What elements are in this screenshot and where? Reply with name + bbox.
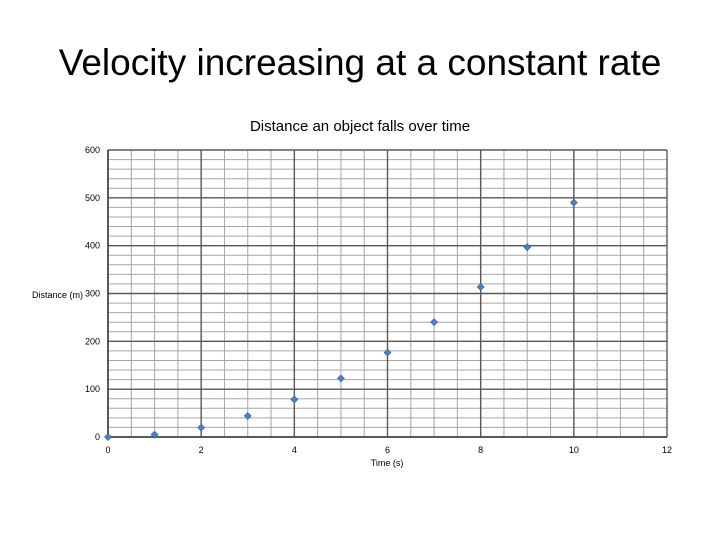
data-points xyxy=(104,198,578,441)
y-tick-label: 400 xyxy=(85,241,100,251)
data-point-marker xyxy=(104,433,112,441)
x-tick-label: 4 xyxy=(292,445,297,455)
x-tick-label: 2 xyxy=(199,445,204,455)
x-tick-labels: 0 2 4 6 8 10 12 xyxy=(105,445,672,455)
slide-title: Velocity increasing at a constant rate xyxy=(58,42,662,83)
y-tick-label: 500 xyxy=(85,193,100,203)
data-point-marker xyxy=(383,348,392,357)
y-tick-label: 200 xyxy=(85,336,100,346)
y-tick-label: 100 xyxy=(85,384,100,394)
x-tick-label: 0 xyxy=(105,445,110,455)
data-point-marker xyxy=(336,374,345,383)
x-tick-label: 6 xyxy=(385,445,390,455)
chart-title: Distance an object falls over time xyxy=(249,118,471,135)
x-tick-label: 8 xyxy=(478,445,483,455)
data-point-marker xyxy=(290,395,299,404)
data-point-marker xyxy=(243,411,252,420)
data-point-marker xyxy=(430,318,439,327)
major-gridlines xyxy=(107,149,668,438)
y-tick-label: 300 xyxy=(85,289,100,299)
y-tick-label: 600 xyxy=(85,145,100,155)
data-point-marker xyxy=(197,423,206,432)
data-point-marker xyxy=(476,283,485,291)
data-point-marker xyxy=(150,430,159,439)
data-point-marker xyxy=(569,198,578,207)
y-tick-labels: 0 100 200 300 400 500 600 xyxy=(85,145,100,442)
data-point-marker xyxy=(523,243,532,252)
y-tick-label: 0 xyxy=(95,432,100,442)
axes xyxy=(107,150,667,438)
x-axis-label: Time (s) xyxy=(371,458,404,468)
y-axis-label: Distance (m) xyxy=(32,290,83,300)
x-tick-label: 10 xyxy=(569,445,579,455)
x-tick-label: 12 xyxy=(662,445,672,455)
